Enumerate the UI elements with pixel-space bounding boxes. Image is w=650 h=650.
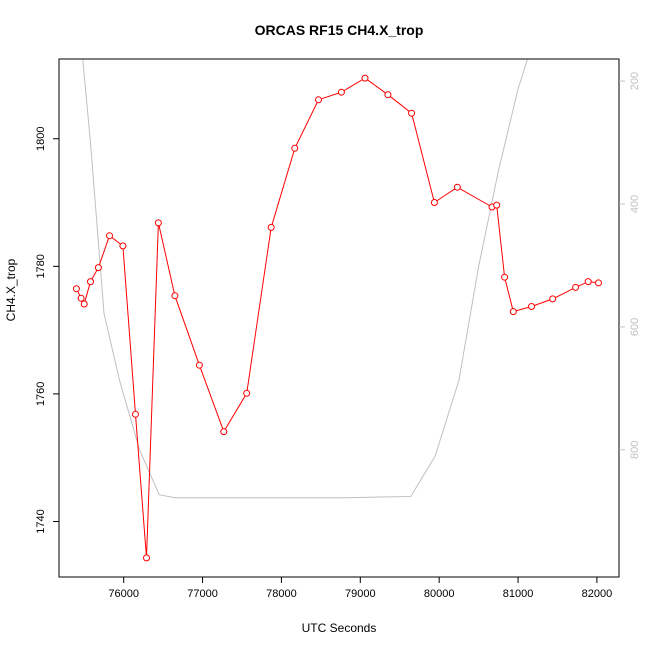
data-point (195, 361, 203, 369)
data-point (408, 109, 416, 117)
data-point (595, 279, 602, 287)
data-point (87, 278, 94, 286)
x-axis-label: UTC Seconds (302, 621, 377, 635)
data-point (220, 428, 228, 436)
data-point (243, 389, 251, 397)
data-point (143, 554, 150, 562)
data-point (132, 410, 139, 418)
data-point (572, 283, 580, 291)
data-point (171, 292, 179, 300)
y-axis: 1740 1760 1780 1800 (35, 126, 59, 534)
x-tick-label: 76000 (108, 588, 139, 600)
y2-tick-label: 200 (629, 72, 641, 90)
plot-frame (58, 58, 620, 578)
data-point (509, 308, 517, 316)
y-tick-label: 1800 (35, 126, 47, 150)
data-point (584, 278, 592, 286)
y-tick-label: 1760 (35, 382, 47, 406)
data-point (361, 74, 369, 82)
data-point (291, 144, 299, 152)
data-point (77, 294, 85, 302)
x-tick-label: 78000 (266, 588, 297, 600)
series-layer (72, 74, 602, 562)
y-axis-label: CH4.X_trop (4, 258, 18, 321)
data-point (430, 199, 438, 206)
y-tick-label: 1780 (35, 254, 47, 278)
data-point (337, 88, 345, 96)
data-point (493, 201, 501, 209)
x-tick-label: 79000 (345, 588, 376, 600)
y2-tick-label: 600 (629, 318, 641, 336)
data-point (106, 232, 113, 240)
y2-axis: 200 400 600 800 (619, 72, 641, 459)
chart-title: ORCAS RF15 CH4.X_trop (255, 22, 424, 38)
x-tick-label: 80000 (424, 588, 455, 600)
data-point (315, 96, 322, 104)
x-axis: 76000 77000 78000 79000 80000 81000 82000 (108, 577, 612, 600)
y2-tick-label: 400 (629, 195, 641, 213)
secondary-series-line (82, 59, 528, 499)
data-point (501, 273, 509, 281)
data-point (528, 303, 535, 310)
y-tick-label: 1740 (35, 509, 47, 533)
data-point (549, 295, 557, 303)
data-point (119, 242, 127, 250)
data-point (384, 91, 392, 99)
data-point (453, 183, 461, 191)
x-tick-label: 82000 (582, 588, 613, 600)
data-point (72, 285, 80, 293)
series-line (75, 77, 599, 558)
secondary-series-layer (82, 59, 528, 499)
data-point (94, 264, 102, 272)
y2-tick-label: 800 (629, 441, 641, 459)
data-point (267, 223, 275, 231)
data-point (154, 219, 162, 227)
data-point (80, 300, 88, 308)
x-tick-label: 81000 (503, 588, 534, 600)
x-tick-label: 77000 (187, 588, 218, 600)
